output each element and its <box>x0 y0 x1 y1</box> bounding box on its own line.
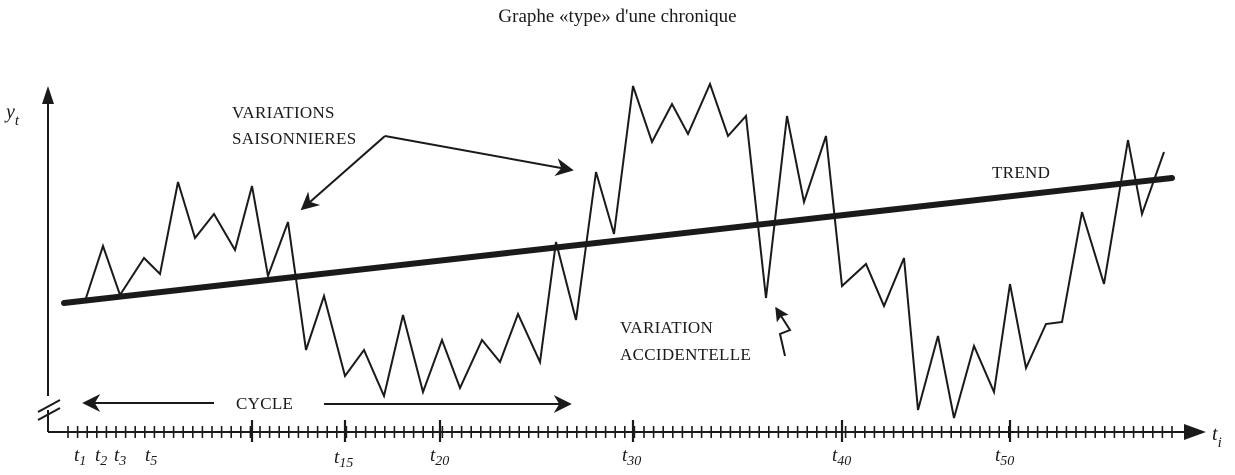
x-axis <box>48 420 1206 442</box>
annotation-accidentelle-line1: VARIATION <box>620 318 713 337</box>
tick-label-t2: t2 <box>95 445 107 469</box>
annotation-saisonnieres-line2: SAISONNIERES <box>232 129 357 148</box>
y-axis-label: yt <box>4 101 20 129</box>
x-tick-labels: t1 t2 t3 t5 t15 t20 t30 t40 t50 <box>74 445 1014 471</box>
tick-label-t3: t3 <box>114 445 126 469</box>
x-axis-arrow-icon <box>1184 424 1206 440</box>
tick-label-t1: t1 <box>74 445 86 469</box>
tick-label-t50: t50 <box>995 445 1014 469</box>
zigzag-arrow-icon <box>775 306 792 357</box>
tick-label-t30: t30 <box>622 445 641 469</box>
annotation-variations-saisonnieres: VARIATIONS SAISONNIERES <box>232 103 574 211</box>
y-axis <box>37 86 61 432</box>
tick-label-t5: t5 <box>145 445 157 469</box>
annotation-trend: TREND <box>992 163 1050 182</box>
axis-break-mark <box>37 399 61 413</box>
annotation-variation-accidentelle: VARIATION ACCIDENTELLE <box>620 306 792 364</box>
axis-break-mark <box>37 407 61 421</box>
x-axis-label: ti <box>1212 423 1222 451</box>
tick-label-t20: t20 <box>430 445 449 469</box>
arrow-icon <box>384 135 574 176</box>
tick-label-t40: t40 <box>832 445 851 469</box>
y-axis-arrow-icon <box>42 86 54 104</box>
trend-line <box>61 175 1175 306</box>
annotation-saisonnieres-line1: VARIATIONS <box>232 103 335 122</box>
annotation-cycle: CYCLE <box>82 394 572 413</box>
x-axis-ticks <box>67 420 1173 442</box>
diagram-title: Graphe «type» d'une chronique <box>498 6 737 27</box>
time-series-line <box>85 81 1165 419</box>
annotation-cycle-label: CYCLE <box>236 394 293 413</box>
tick-label-t15: t15 <box>334 447 353 471</box>
arrow-icon <box>300 135 386 211</box>
annotation-accidentelle-line2: ACCIDENTELLE <box>620 345 751 364</box>
